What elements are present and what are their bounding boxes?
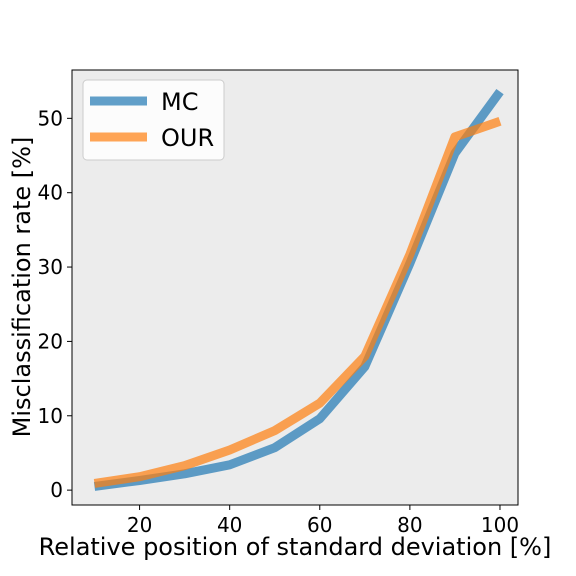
y-tick-label: 0 — [50, 478, 63, 502]
plot-frame — [71, 69, 519, 506]
x-tick-label: 60 — [307, 513, 332, 537]
series-layer — [93, 88, 504, 491]
legend-label-mc: MC — [161, 88, 198, 116]
x-tick-label: 100 — [481, 513, 519, 537]
y-tick-label: 50 — [38, 106, 63, 130]
x-tick-label: 80 — [397, 513, 422, 537]
y-axis-title: Misclassification rate [%] — [8, 137, 36, 438]
legend-label-our: OUR — [161, 124, 214, 152]
series-line-mc — [93, 88, 504, 491]
x-axis: 20 40 60 80 100 — [127, 505, 519, 537]
x-tick-label: 40 — [217, 513, 242, 537]
x-tick-label: 20 — [127, 513, 152, 537]
legend: MC OUR — [82, 79, 225, 161]
y-tick-label: 10 — [38, 404, 63, 428]
y-tick-label: 30 — [38, 255, 63, 279]
y-axis: 0 10 20 30 40 50 — [38, 106, 72, 502]
x-axis-title: Relative position of standard deviation … — [39, 533, 552, 561]
series-line-our — [93, 117, 502, 488]
y-tick-label: 40 — [38, 181, 63, 205]
y-tick-label: 20 — [38, 329, 63, 353]
